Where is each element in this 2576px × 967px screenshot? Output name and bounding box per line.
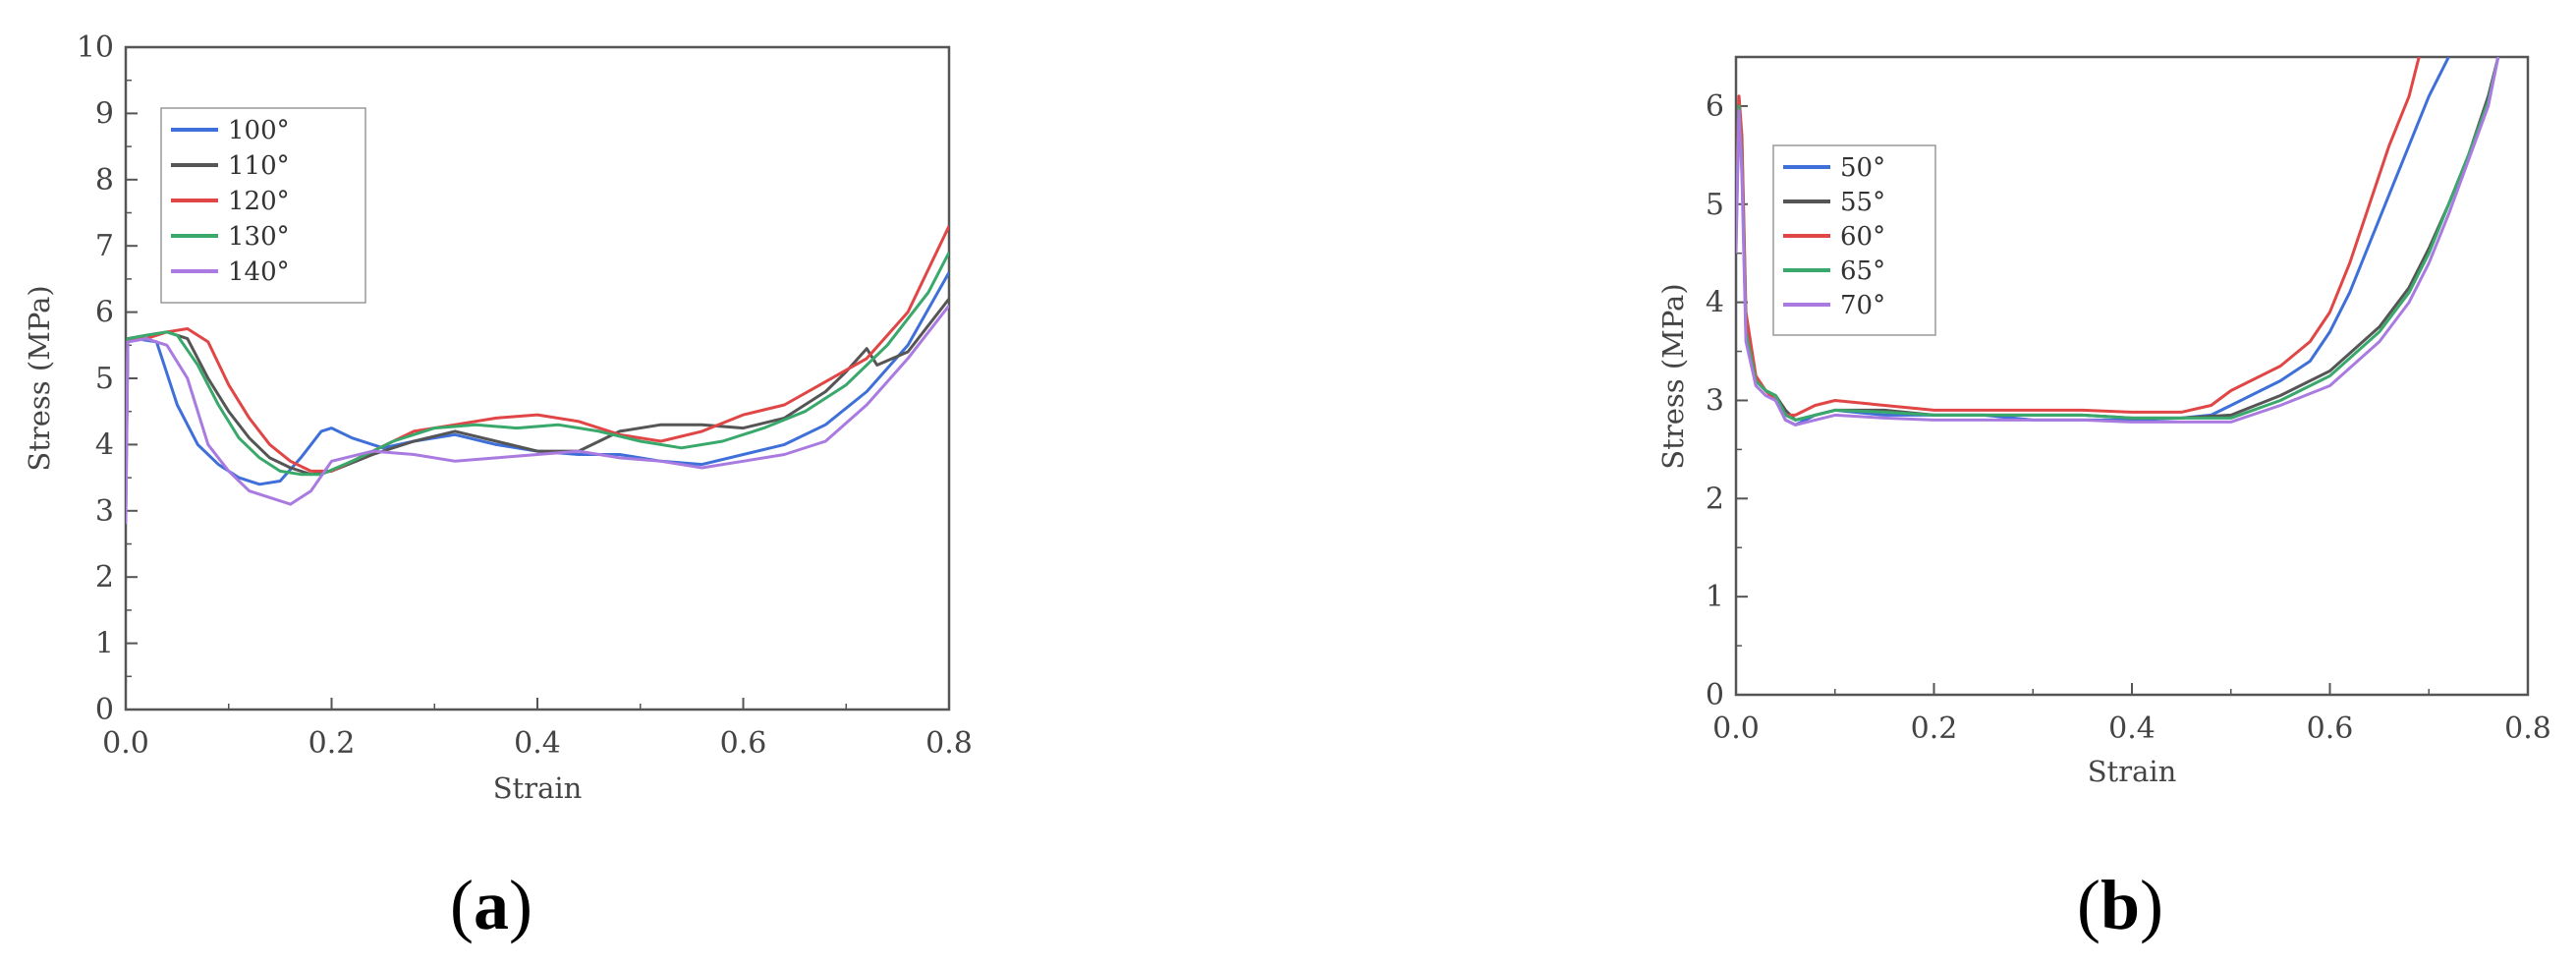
panel-a-x-tick-label: 0.6 bbox=[720, 726, 767, 761]
panel-b-y-tick-label: 0 bbox=[1706, 678, 1724, 712]
panel-b-label-close: ) bbox=[2140, 866, 2163, 944]
panel-a-x-tick-label: 0.0 bbox=[102, 726, 149, 761]
panel-a-y-tick-label: 5 bbox=[95, 362, 114, 396]
panel-b-x-tick-label: 0.6 bbox=[2307, 711, 2354, 746]
panel-a-y-tick-label: 6 bbox=[95, 296, 114, 330]
panel-a-y-tick-label: 4 bbox=[95, 427, 114, 462]
panel-a-y-tick-label: 10 bbox=[77, 30, 114, 65]
panel-a-series-line-2 bbox=[126, 225, 949, 479]
panel-a-legend-label-4: 140° bbox=[228, 257, 290, 287]
panel-a-y-tick-label: 7 bbox=[95, 229, 114, 263]
panel-b-x-tick-label: 0.0 bbox=[1712, 711, 1760, 746]
chart-panel-b: 0.0 0.2 0.4 0.6 0.8 0 1 2 3 4 5 6 Strain Stress (MPa)… bbox=[1656, 55, 2551, 944]
panel-a-x-tick-label: 0.8 bbox=[925, 726, 973, 761]
panel-a-y-tick-label: 3 bbox=[95, 494, 114, 529]
panel-b-label-letter: b bbox=[2100, 866, 2140, 944]
panel-b-label-open: ( bbox=[2077, 866, 2100, 944]
panel-b-series-line-4 bbox=[1736, 57, 2500, 427]
panel-b-y-tick-label: 3 bbox=[1706, 383, 1724, 418]
panel-b-y-tick-label: 4 bbox=[1706, 286, 1724, 320]
panel-a-x-axis-label: Strain bbox=[493, 771, 583, 805]
panel-b-label: (b) bbox=[2077, 866, 2163, 944]
panel-b-legend-label-3: 65° bbox=[1840, 256, 1885, 286]
panel-b-x-tick-label: 0.4 bbox=[2108, 711, 2156, 746]
panel-a-series-line-1 bbox=[126, 298, 949, 479]
panel-a-y-tick-label: 8 bbox=[95, 163, 114, 198]
panel-b-legend-label-1: 55° bbox=[1840, 188, 1885, 217]
panel-a-y-tick-label: 1 bbox=[95, 627, 114, 661]
panel-a-legend-label-1: 110° bbox=[228, 151, 290, 181]
panel-b-y-tick-label: 1 bbox=[1706, 580, 1724, 614]
panel-a-label: (a) bbox=[450, 866, 532, 944]
panel-b-x-tick-label: 0.8 bbox=[2504, 711, 2551, 746]
panel-a-legend-box bbox=[160, 107, 366, 304]
panel-b-legend-label-2: 60° bbox=[1840, 222, 1885, 252]
panel-b-x-tick-label: 0.2 bbox=[1911, 711, 1958, 746]
panel-a-x-tick-label: 0.2 bbox=[308, 726, 356, 761]
panel-a-y-tick-label: 2 bbox=[95, 560, 114, 595]
panel-a-series-line-3 bbox=[126, 252, 949, 511]
panel-b-legend-label-4: 70° bbox=[1840, 291, 1885, 320]
panel-a-x-tick-label: 0.4 bbox=[514, 726, 561, 761]
panel-a-legend-label-3: 130° bbox=[228, 222, 290, 252]
panel-a-y-axis-label: Stress (MPa) bbox=[23, 285, 56, 471]
panel-b-legend-label-0: 50° bbox=[1840, 153, 1885, 183]
panel-b-y-axis-label: Stress (MPa) bbox=[1656, 283, 1690, 469]
panel-a-label-letter: a bbox=[474, 866, 509, 944]
panel-a-y-tick-label: 9 bbox=[95, 96, 114, 131]
panel-b-y-tick-label: 6 bbox=[1706, 89, 1724, 124]
panel-a-y-tick-label: 0 bbox=[95, 693, 114, 727]
panel-b-series-line-3 bbox=[1736, 57, 2500, 422]
panel-a-series-line-4 bbox=[126, 304, 949, 525]
panel-a-legend-label-0: 100° bbox=[228, 116, 290, 145]
panel-a-series-line-0 bbox=[126, 271, 949, 498]
panel-a-label-close: ) bbox=[509, 866, 532, 944]
panel-b-y-tick-label: 5 bbox=[1706, 188, 1724, 222]
panel-a-legend-label-2: 120° bbox=[228, 187, 290, 216]
chart-panel-a: 0.0 0.2 0.4 0.6 0.8 0 1 2 3 4 5 6 7 8 9 10 Strain Stress … bbox=[23, 30, 973, 944]
panel-b-y-tick-label: 2 bbox=[1706, 482, 1724, 516]
panel-a-label-open: ( bbox=[450, 866, 474, 944]
panel-b-x-axis-label: Strain bbox=[2088, 755, 2177, 788]
